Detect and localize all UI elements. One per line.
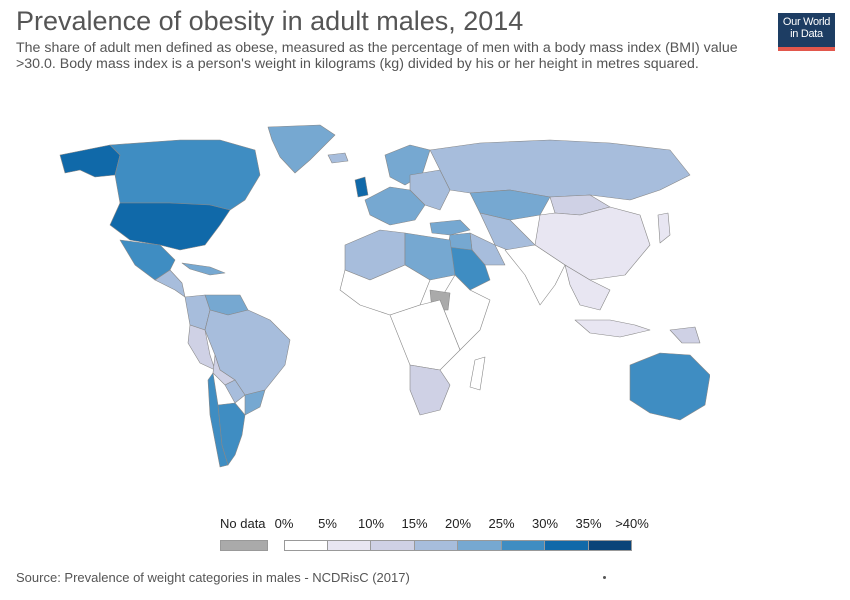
world-map[interactable] (10, 115, 710, 485)
legend-tick-label: 5% (318, 516, 337, 531)
region-uruguay[interactable] (244, 389, 266, 416)
region-greenland[interactable] (267, 124, 336, 174)
legend-tick-label: >40% (615, 516, 649, 531)
legend-no-data-label: No data (220, 516, 266, 531)
region-central-america[interactable] (154, 269, 186, 298)
region-southern-africa[interactable] (409, 364, 451, 416)
region-australia[interactable] (629, 352, 710, 421)
legend-bin-3[interactable] (414, 540, 458, 551)
legend-bin-0[interactable] (284, 540, 328, 551)
legend-bin-6[interactable] (545, 540, 589, 551)
legend-tick-label: 35% (575, 516, 602, 531)
region-brazil[interactable] (204, 309, 291, 396)
legend-tick-label: 20% (444, 516, 472, 531)
region-indonesia[interactable] (574, 319, 651, 338)
chart-title: Prevalence of obesity in adult males, 20… (16, 6, 524, 36)
logo-accent-bar (778, 47, 835, 51)
region-papua-new-guinea[interactable] (669, 326, 701, 344)
color-legend: No data 0% 5% 10% 15% 20% 25% 30% 35% >40% (0, 510, 850, 560)
chart-subtitle: The share of adult men defined as obese,… (16, 40, 738, 72)
region-central-africa[interactable] (389, 299, 461, 371)
region-southeast-asia[interactable] (564, 264, 611, 311)
legend-tick-label: 10% (357, 516, 385, 531)
region-western-europe[interactable] (364, 186, 426, 226)
region-japan[interactable] (657, 212, 671, 244)
region-united-kingdom[interactable] (354, 176, 369, 198)
region-russia[interactable] (429, 139, 691, 201)
legend-no-data-swatch[interactable] (220, 540, 268, 551)
region-united-states[interactable] (109, 202, 231, 251)
region-alaska[interactable] (59, 144, 121, 178)
region-argentina[interactable] (217, 402, 246, 466)
region-turkey[interactable] (429, 219, 471, 236)
region-egypt-libya[interactable] (404, 232, 456, 281)
region-madagascar[interactable] (469, 356, 486, 391)
legend-bin-4[interactable] (458, 540, 502, 551)
region-iceland[interactable] (327, 152, 349, 164)
owid-logo[interactable]: Our World in Data (778, 13, 835, 51)
source-note: Source: Prevalence of weight categories … (16, 570, 410, 585)
region-south-asia[interactable] (504, 244, 566, 306)
region-caribbean[interactable] (181, 262, 226, 276)
legend-bin-2[interactable] (371, 540, 415, 551)
logo-line-1: Our World (782, 16, 831, 28)
logo-line-2: in Data (790, 28, 823, 40)
region-canada[interactable] (109, 139, 261, 211)
legend-tick-label: 30% (531, 516, 559, 531)
legend-bin-7[interactable] (588, 540, 632, 551)
legend-tick-label: 0% (274, 516, 294, 531)
legend-tick-label: 25% (488, 516, 515, 531)
decorative-dot (603, 576, 606, 579)
legend-bin-1[interactable] (327, 540, 371, 551)
legend-tick-label: 15% (401, 516, 428, 531)
legend-bin-5[interactable] (501, 540, 545, 551)
